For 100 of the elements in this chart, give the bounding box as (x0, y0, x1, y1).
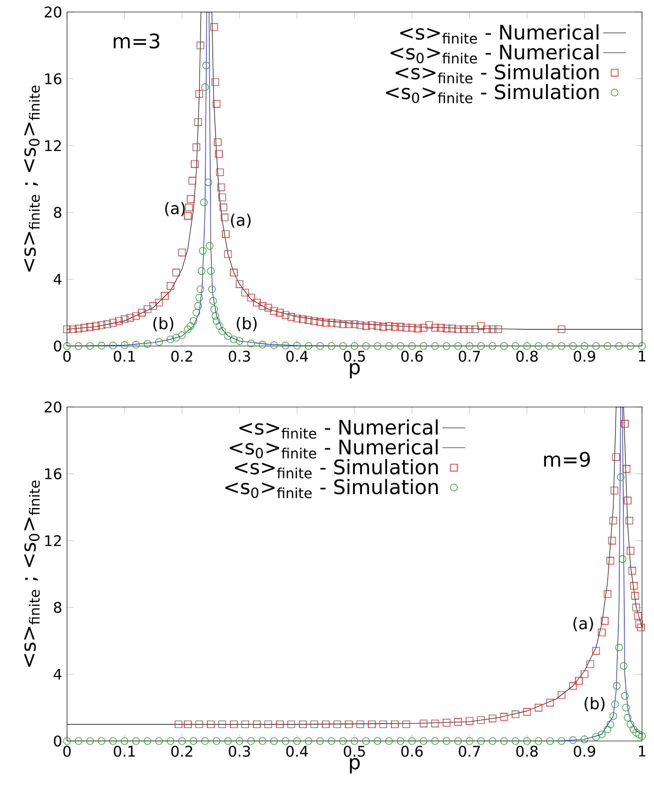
x-tick-label: 0.5 (344, 350, 365, 362)
point (626, 546, 634, 554)
x-tick-label: 1 (638, 746, 646, 756)
y-tick-label: 20 (44, 6, 62, 18)
legend-label: <s>$_{finite}$ - Numerical (239, 419, 438, 439)
point (184, 720, 192, 728)
point (288, 720, 295, 728)
point (635, 620, 643, 628)
annotation: m=3 (114, 33, 160, 49)
x-tick-label: 0 (63, 350, 71, 362)
x-tick-label: 0.7 (458, 350, 480, 362)
point (631, 592, 639, 600)
x-tick-label: 1 (638, 350, 646, 362)
point (420, 720, 428, 728)
point (466, 717, 474, 725)
point (523, 708, 531, 716)
point (218, 720, 226, 728)
point (606, 556, 614, 564)
point (600, 617, 608, 624)
point (632, 604, 640, 612)
point (345, 720, 352, 728)
legend-label: <s>$_{finite}$ - Simulation (396, 64, 599, 84)
y-axis-title: <s>$_{finite}$ ; <s$_{0}$>$_{finite}$ (24, 480, 40, 667)
point (621, 420, 628, 428)
y-tick-label: 8 (54, 602, 62, 613)
point (512, 710, 520, 718)
annotation: (b) (153, 317, 174, 332)
legend-label: <s>$_{finite}$ - Simulation (234, 459, 438, 478)
annotation: m=9 (544, 452, 590, 467)
annotation: (b) (236, 317, 257, 332)
x-tick-label: 0.1 (114, 350, 135, 362)
y-tick-label: 20 (44, 401, 62, 413)
point (334, 720, 341, 728)
x-tick-label: 0.8 (516, 746, 538, 757)
x-tick-label: 0.5 (344, 746, 365, 757)
y-tick-label: 4 (54, 668, 62, 680)
annotation: (a) (165, 202, 185, 216)
point (610, 516, 617, 524)
point (624, 496, 632, 504)
point (207, 720, 214, 728)
point (264, 720, 272, 728)
point (242, 720, 249, 728)
point (322, 720, 330, 728)
point (592, 647, 600, 655)
y-tick-label: 16 (45, 73, 62, 84)
point (546, 698, 554, 706)
point (174, 720, 182, 728)
x-tick-label: 0.1 (114, 746, 135, 757)
y-tick-label: 0 (54, 340, 62, 352)
point (431, 720, 439, 728)
point (253, 720, 260, 728)
x-tick-label: 0.6 (401, 746, 423, 757)
point (391, 720, 398, 728)
y-tick-label: 4 (54, 274, 62, 285)
point (610, 486, 618, 494)
x-tick-label: 0.3 (228, 746, 250, 757)
point (402, 720, 410, 728)
point (500, 713, 508, 721)
annotation: (a) (573, 616, 594, 632)
point (299, 720, 306, 728)
x-tick-label: 0.7 (458, 746, 480, 757)
point (454, 718, 462, 726)
point (442, 718, 450, 726)
y-tick-label: 8 (54, 206, 62, 218)
y-tick-label: 0 (54, 735, 62, 747)
point (586, 660, 594, 668)
point (580, 670, 588, 678)
legend-label: <s$_{0}$>$_{finite}$ - Simulation (225, 478, 438, 498)
point (356, 720, 364, 728)
point (634, 612, 642, 620)
legend-label: <s>$_{finite}$ - Numerical (400, 24, 598, 44)
x-tick-label: 0.3 (228, 350, 250, 362)
point (622, 465, 630, 473)
legend-label: <s$_{0}$>$_{finite}$ - Numerical (230, 439, 438, 459)
legend-label: <s$_{0}$>$_{finite}$ - Simulation (386, 84, 599, 104)
point (569, 682, 577, 690)
point (380, 720, 387, 728)
x-axis-title: p (350, 362, 360, 378)
point (608, 536, 616, 544)
y-tick-label: 12 (45, 140, 61, 152)
y-axis-title: <s>$_{finite}$ ; <s$_{0}$>$_{finite}$ (24, 86, 40, 272)
point (230, 720, 238, 728)
legend-label: <s$_{0}$>$_{finite}$ - Numerical (390, 44, 598, 64)
point (368, 720, 376, 728)
y-tick-label: 16 (45, 468, 62, 480)
point (637, 624, 645, 632)
point (604, 590, 612, 598)
point (310, 720, 318, 728)
x-tick-label: 0.4 (286, 350, 308, 362)
x-tick-label: 0.4 (286, 746, 308, 757)
y-tick-label: 12 (45, 535, 61, 546)
point (477, 716, 485, 724)
point (628, 566, 636, 574)
point (534, 704, 542, 712)
x-axis-title: p (350, 758, 360, 774)
point (575, 677, 582, 685)
point (598, 628, 606, 636)
x-tick-label: 0.2 (171, 746, 192, 757)
x-tick-label: 0.6 (401, 350, 423, 362)
point (558, 691, 566, 699)
